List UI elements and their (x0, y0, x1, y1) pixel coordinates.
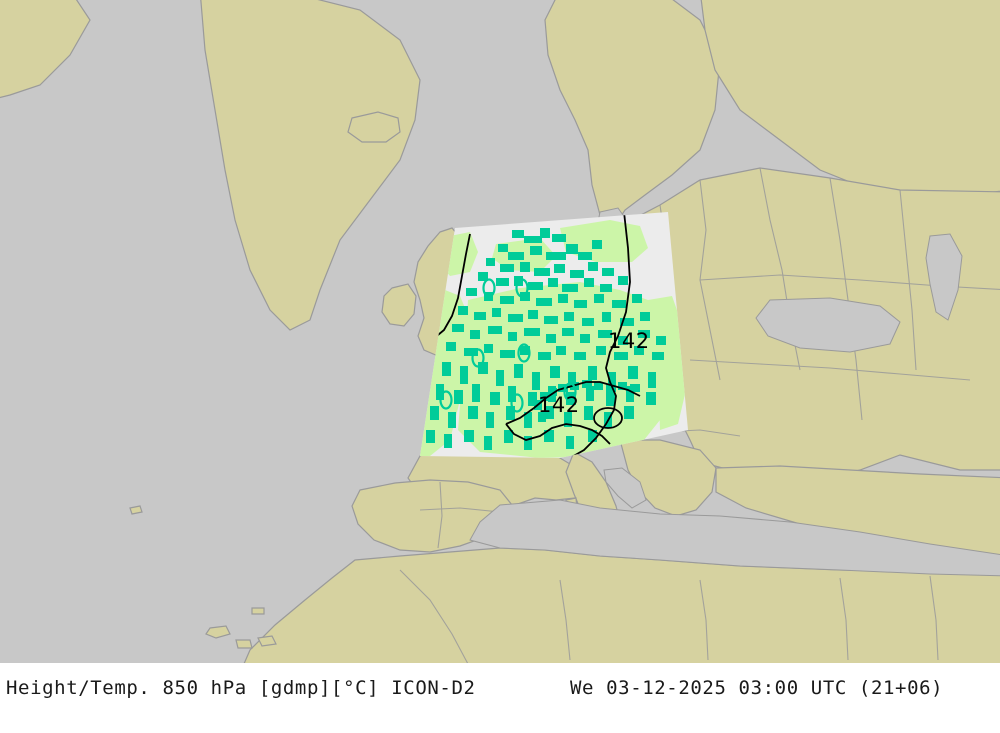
contour-142-alpine (505, 381, 641, 425)
border-line-4 (899, 189, 917, 371)
admin-borders (399, 167, 1000, 663)
land-greenland (200, 0, 421, 331)
map-canvas[interactable]: 142 142 (0, 0, 1000, 663)
border-line-11 (559, 579, 571, 661)
sea-caspian (925, 233, 963, 321)
land-ireland (381, 283, 417, 327)
domain-contents (420, 212, 686, 458)
footer-variable-label: Height/Temp. 850 hPa [gdmp][°C] ICON-D2 (6, 677, 476, 699)
border-line-13 (839, 577, 849, 661)
land-madeira (251, 607, 265, 615)
land-canada (0, 0, 91, 99)
border-line-15 (399, 569, 469, 663)
contour-142-south (505, 423, 611, 445)
land-iceland (347, 111, 401, 143)
isotherm-zero-label (510, 393, 524, 413)
isotherm-zero-label (439, 390, 453, 410)
border-line-7 (689, 359, 971, 381)
map-svg[interactable]: 142 142 (0, 0, 1000, 663)
land-azores (129, 505, 143, 515)
isotherm-zero-label (563, 382, 577, 402)
border-line-9 (419, 507, 501, 513)
border-line-3 (829, 177, 863, 421)
contour-closed-low (593, 407, 623, 429)
contour-value-label: 142 (538, 393, 580, 417)
isotherm-zero-labels (439, 278, 577, 413)
land-canary-3 (257, 635, 277, 647)
isotherm-zero-label (515, 278, 529, 298)
sea-black (755, 297, 901, 353)
contour-142-east (569, 212, 631, 458)
contour-value-label: 142 (608, 329, 650, 353)
border-line-12 (699, 579, 709, 661)
isotherm-zero-label (471, 348, 485, 368)
isotherm-zero-label (482, 278, 496, 298)
isotherm-zero-label (517, 343, 531, 363)
sea-adriatic (603, 467, 647, 509)
land-canary-1 (205, 625, 231, 639)
model-domain[interactable] (418, 212, 688, 458)
border-line-10 (437, 481, 443, 549)
border-line-6 (699, 274, 1000, 290)
sea-mediterranean (469, 499, 1000, 577)
footer-timestamp-label: We 03-12-2025 03:00 UTC (21+06) (570, 677, 944, 699)
land-nw-russia (700, 0, 1000, 201)
border-line-14 (929, 575, 939, 661)
footer-bar: Height/Temp. 850 hPa [gdmp][°C] ICON-D2 … (0, 663, 1000, 733)
land-canary-2 (235, 639, 253, 649)
temp-band-teal (426, 228, 666, 450)
